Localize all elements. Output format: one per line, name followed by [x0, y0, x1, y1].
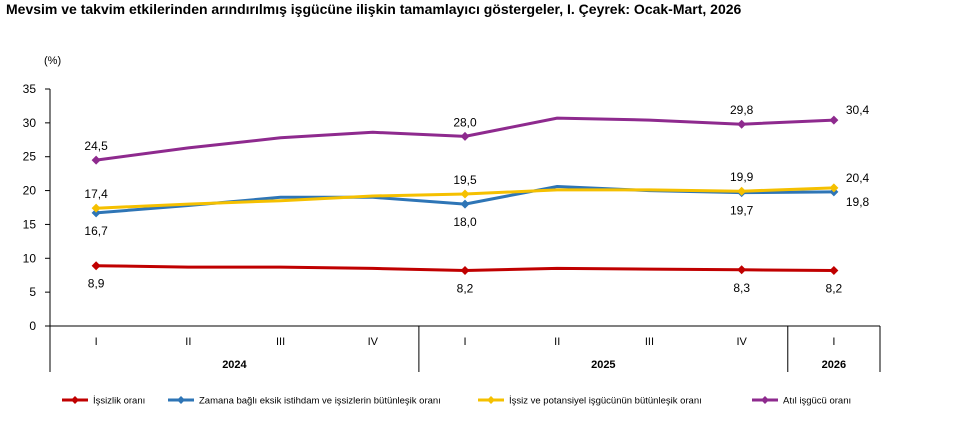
- y-tick-label: 10: [23, 251, 37, 265]
- x-tick-label: III: [645, 336, 654, 348]
- data-marker: [91, 203, 101, 213]
- data-marker: [460, 131, 470, 141]
- y-tick-label: 25: [23, 150, 37, 164]
- data-label: 8,3: [733, 281, 750, 295]
- x-year-label: 2025: [591, 359, 615, 371]
- x-tick-label: II: [554, 336, 560, 348]
- x-year-label: 2026: [822, 359, 846, 371]
- data-marker: [737, 186, 747, 196]
- legend-swatch-marker: [71, 396, 79, 404]
- y-axis-unit-label: (%): [44, 55, 61, 67]
- legend-label: Zamana bağlı eksik istihdam ve işsizleri…: [199, 396, 441, 407]
- data-label: 8,9: [88, 277, 105, 291]
- data-label: 19,9: [730, 170, 754, 184]
- legend-label: İşsizlik oranı: [93, 396, 145, 407]
- data-label: 20,4: [846, 171, 870, 185]
- data-label: 18,0: [453, 215, 477, 229]
- y-tick-label: 35: [23, 82, 37, 96]
- legend-label: İşsiz ve potansiyel işgücünün bütünleşik…: [509, 396, 702, 407]
- data-label: 8,2: [457, 281, 474, 295]
- data-label: 30,4: [846, 103, 870, 117]
- legend-swatch-marker: [761, 396, 769, 404]
- data-marker: [460, 189, 470, 199]
- data-label: 17,4: [84, 187, 108, 201]
- data-marker: [91, 261, 101, 271]
- data-marker: [91, 208, 101, 218]
- data-label: 24,5: [84, 139, 108, 153]
- data-marker: [829, 115, 839, 125]
- data-marker: [91, 155, 101, 165]
- data-label: 19,7: [730, 204, 754, 218]
- data-marker: [460, 199, 470, 209]
- x-tick-label: IV: [736, 336, 747, 348]
- data-label: 16,7: [84, 224, 108, 238]
- data-marker: [460, 265, 470, 275]
- data-label: 19,5: [453, 173, 477, 187]
- x-tick-label: IV: [368, 336, 379, 348]
- y-tick-label: 30: [23, 116, 37, 130]
- legend-swatch-marker: [487, 396, 495, 404]
- y-tick-label: 5: [29, 285, 36, 299]
- y-tick-label: 0: [29, 319, 36, 333]
- data-label: 28,0: [453, 115, 477, 129]
- data-label: 8,2: [826, 281, 843, 295]
- chart-title: Mevsim ve takvim etkilerinden arındırılm…: [6, 1, 742, 17]
- x-tick-label: I: [95, 336, 98, 348]
- data-label: 29,8: [730, 103, 754, 117]
- legend-label: Atıl işgücü oranı: [783, 396, 851, 407]
- data-marker: [829, 265, 839, 275]
- x-tick-label: II: [185, 336, 191, 348]
- y-tick-label: 15: [23, 217, 37, 231]
- data-marker: [737, 265, 747, 275]
- x-tick-label: I: [463, 336, 466, 348]
- legend-swatch-marker: [177, 396, 185, 404]
- data-label: 19,8: [846, 195, 870, 209]
- x-tick-label: III: [276, 336, 285, 348]
- y-tick-label: 20: [23, 184, 37, 198]
- x-year-label: 2024: [222, 359, 247, 371]
- x-tick-label: I: [832, 336, 835, 348]
- data-marker: [737, 119, 747, 129]
- data-marker: [829, 183, 839, 193]
